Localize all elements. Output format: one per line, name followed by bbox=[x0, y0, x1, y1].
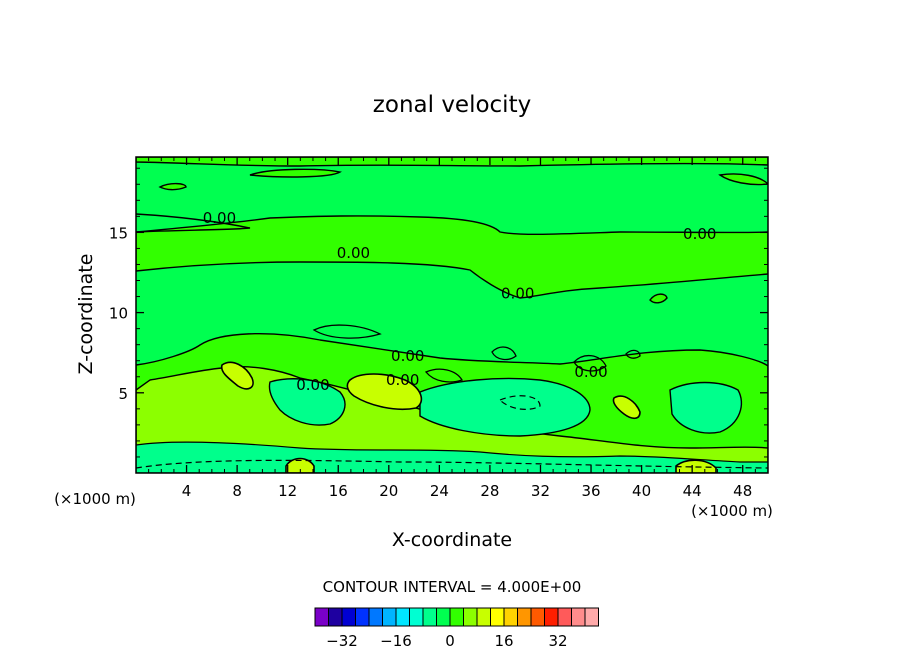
upper-band-fill bbox=[136, 215, 768, 299]
y-tick-label: 15 bbox=[109, 224, 128, 242]
top-contour bbox=[136, 157, 768, 167]
colorbar-tick-label: 32 bbox=[548, 632, 567, 650]
colorbar-swatch bbox=[449, 607, 464, 627]
small-contour bbox=[312, 324, 382, 339]
small-contour bbox=[491, 346, 517, 361]
positive-core bbox=[612, 395, 641, 420]
chart-title: zonal velocity bbox=[373, 92, 531, 118]
x-tick-label: 28 bbox=[480, 482, 499, 500]
colorbar-swatch bbox=[395, 607, 410, 627]
x-tick-label: 40 bbox=[632, 482, 651, 500]
negative-region bbox=[268, 378, 346, 426]
small-contour bbox=[718, 173, 768, 186]
contour-label: 0.00 bbox=[296, 376, 329, 394]
colorbar-swatch bbox=[557, 607, 572, 627]
colorbar-swatch bbox=[463, 607, 478, 627]
x-tick-label: 48 bbox=[733, 482, 752, 500]
small-contour bbox=[625, 349, 641, 359]
positive-core bbox=[346, 373, 423, 411]
contour-interval-text: CONTOUR INTERVAL = 4.000E+00 bbox=[323, 578, 582, 596]
contour-label: 0.00 bbox=[574, 363, 607, 381]
contour-label: 0.00 bbox=[337, 244, 370, 262]
colorbar-swatch bbox=[422, 607, 437, 627]
colorbar-swatch bbox=[530, 607, 545, 627]
x-unit-left: (×1000 m) bbox=[54, 490, 136, 508]
dashed-negative-contour bbox=[498, 395, 541, 410]
dashed-negative-contour bbox=[136, 459, 768, 469]
colorbar-swatch bbox=[544, 607, 559, 627]
small-contour bbox=[573, 355, 607, 372]
x-tick-label: 44 bbox=[683, 482, 702, 500]
x-tick-label: 4 bbox=[182, 482, 192, 500]
contour-label: 0.00 bbox=[391, 347, 424, 365]
y-tick-label: 5 bbox=[118, 385, 128, 403]
x-tick-label: 20 bbox=[379, 482, 398, 500]
small-contour bbox=[424, 368, 463, 383]
colorbar-swatch bbox=[571, 607, 586, 627]
colorbar-swatch bbox=[409, 607, 424, 627]
y-axis: 5 10 15 bbox=[109, 167, 768, 458]
colorbar-swatch bbox=[476, 607, 491, 627]
contour-field bbox=[136, 157, 768, 473]
colorbar-swatch bbox=[328, 607, 343, 627]
colorbar-tick-label: 16 bbox=[494, 632, 513, 650]
contour-label: 0.00 bbox=[386, 371, 419, 389]
x-tick-label: 12 bbox=[278, 482, 297, 500]
y-tick-label: 10 bbox=[109, 305, 128, 323]
colorbar-swatch bbox=[490, 607, 505, 627]
x-tick-label: 24 bbox=[430, 482, 449, 500]
colorbar-swatch bbox=[517, 607, 532, 627]
colorbar-swatch bbox=[341, 607, 356, 627]
colorbar-tick-label: −32 bbox=[326, 632, 358, 650]
small-contour bbox=[136, 213, 251, 233]
colorbar-swatch bbox=[355, 607, 370, 627]
contour-label: 0.00 bbox=[501, 284, 534, 302]
x-tick-label: 36 bbox=[581, 482, 600, 500]
colorbar-swatch bbox=[314, 607, 329, 627]
colorbar-swatch bbox=[382, 607, 397, 627]
contour-label: 0.00 bbox=[203, 209, 236, 227]
positive-core bbox=[220, 361, 254, 390]
small-contour bbox=[649, 293, 668, 304]
contour-label: 0.00 bbox=[683, 225, 716, 243]
colorbar-swatch bbox=[368, 607, 383, 627]
colorbar-tick-label: −16 bbox=[380, 632, 412, 650]
negative-region bbox=[669, 381, 743, 434]
colorbar-swatch bbox=[436, 607, 451, 627]
colorbar: −32 −16 0 16 32 bbox=[314, 607, 599, 650]
x-axis-label: X-coordinate bbox=[392, 529, 512, 551]
colorbar-swatch bbox=[503, 607, 518, 627]
negative-region bbox=[419, 377, 591, 437]
x-tick-label: 8 bbox=[232, 482, 242, 500]
x-tick-label: 32 bbox=[531, 482, 550, 500]
contour-labels: 0.00 0.00 0.00 0.00 0.00 0.00 0.00 0.00 bbox=[203, 209, 717, 394]
positive-core bbox=[285, 457, 315, 473]
x-unit-right: (×1000 m) bbox=[691, 502, 773, 520]
x-axis: 4 8 12 16 20 24 28 32 36 40 44 48 bbox=[148, 157, 756, 500]
small-contour bbox=[158, 182, 187, 191]
small-contour bbox=[249, 168, 342, 178]
colorbar-swatch bbox=[584, 607, 599, 627]
colorbar-tick-label: 0 bbox=[445, 632, 455, 650]
x-tick-label: 16 bbox=[329, 482, 348, 500]
y-axis-label: Z-coordinate bbox=[75, 254, 97, 375]
